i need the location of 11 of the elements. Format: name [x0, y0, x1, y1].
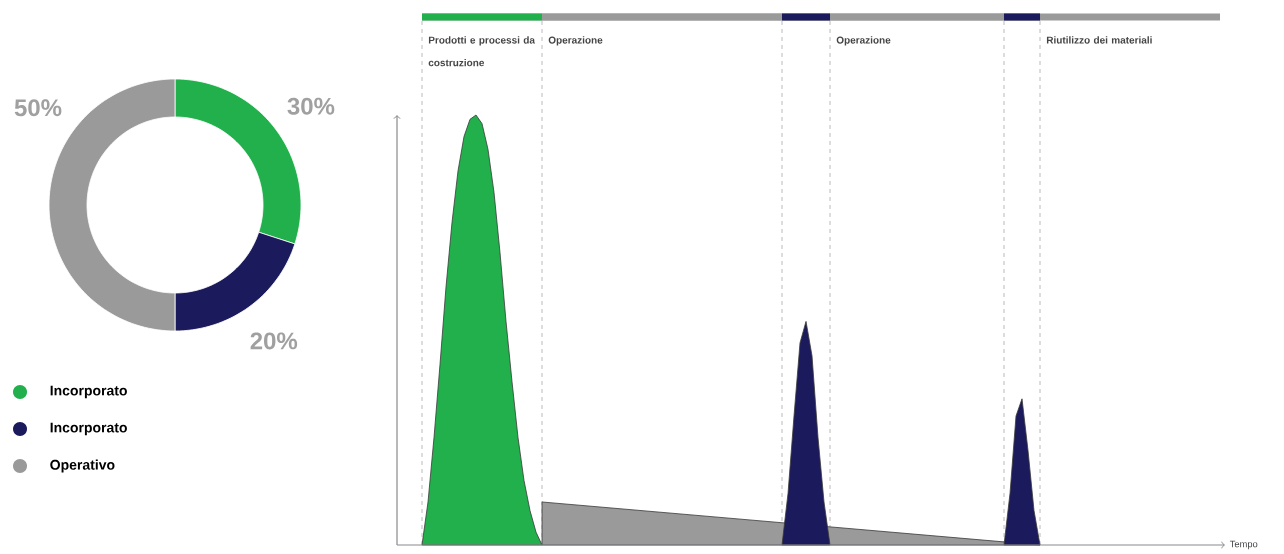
legend-label: Incorporato — [50, 385, 127, 399]
data-label: 30% — [287, 97, 335, 115]
data-label: 20% — [250, 332, 298, 350]
legend-label: Incorporato — [50, 422, 127, 436]
text: Prodotti e processi da costruzione — [428, 36, 536, 67]
text: Operazione — [548, 36, 603, 46]
legend-label: Operativo — [50, 459, 115, 473]
text: Riutilizzo dei materiali — [1046, 36, 1152, 44]
text: Operazione — [836, 36, 891, 46]
data-label: 50% — [14, 99, 62, 117]
x-axis-title: Tempo — [1229, 540, 1258, 550]
